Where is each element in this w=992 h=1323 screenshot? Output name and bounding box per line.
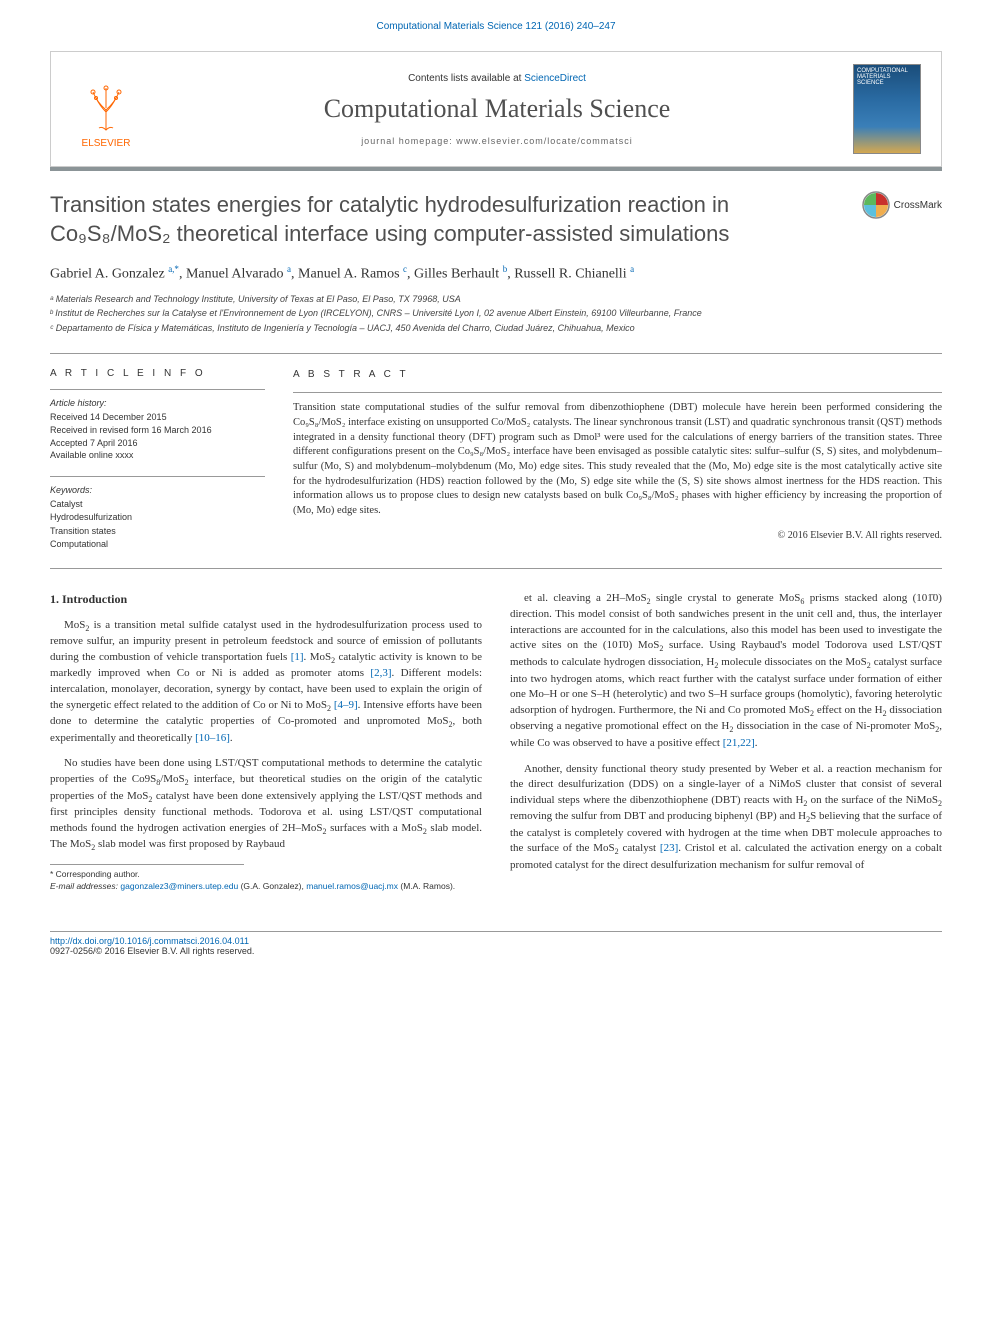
crossmark-badge[interactable]: CrossMark <box>862 191 942 219</box>
header-divider <box>50 167 942 171</box>
keyword: Computational <box>50 538 265 552</box>
keyword: Catalyst <box>50 498 265 512</box>
body-columns: 1. Introduction MoS2 is a transition met… <box>50 591 942 893</box>
journal-cover-thumbnail: COMPUTATIONAL MATERIALS SCIENCE <box>853 64 921 154</box>
footer-line: http://dx.doi.org/10.1016/j.commatsci.20… <box>0 932 992 976</box>
citation-link[interactable]: [10–16] <box>195 732 230 744</box>
info-abstract-row: A R T I C L E I N F O Article history: R… <box>50 368 942 551</box>
authors-line: Gabriel A. Gonzalez a,*, Manuel Alvarado… <box>50 264 942 283</box>
contents-line: Contents lists available at ScienceDirec… <box>141 73 853 84</box>
email-link[interactable]: manuel.ramos@uacj.mx <box>306 881 398 891</box>
body-paragraph: Another, density functional theory study… <box>510 762 942 874</box>
elsevier-logo: ELSEVIER <box>71 69 141 149</box>
citation-link[interactable]: [23] <box>660 842 678 854</box>
email-link[interactable]: gagonzalez3@miners.utep.edu <box>120 881 238 891</box>
affiliation-line: ᵃ Materials Research and Technology Inst… <box>50 293 942 307</box>
article-info-column: A R T I C L E I N F O Article history: R… <box>50 368 265 551</box>
citation-link[interactable]: [4–9] <box>334 699 358 711</box>
thin-rule-top <box>50 353 942 354</box>
keyword: Transition states <box>50 525 265 539</box>
journal-homepage: journal homepage: www.elsevier.com/locat… <box>141 136 853 146</box>
article-area: Transition states energies for catalytic… <box>0 191 992 923</box>
history-line: Received in revised form 16 March 2016 <box>50 424 265 437</box>
article-info-heading: A R T I C L E I N F O <box>50 368 265 379</box>
keyword-lines: CatalystHydrodesulfurizationTransition s… <box>50 498 265 552</box>
crossmark-icon <box>862 191 890 219</box>
history-line: Accepted 7 April 2016 <box>50 437 265 450</box>
affiliation-line: ᵇ Institut de Recherches sur la Catalyse… <box>50 307 942 321</box>
tree-icon <box>79 80 133 134</box>
citation-link[interactable]: [1] <box>291 651 304 663</box>
corresponding-author: * Corresponding author. <box>50 869 482 881</box>
page-header: Computational Materials Science 121 (201… <box>0 0 992 43</box>
keyword: Hydrodesulfurization <box>50 511 265 525</box>
issn-line: 0927-0256/© 2016 Elsevier B.V. All right… <box>50 946 254 956</box>
infobar-center: Contents lists available at ScienceDirec… <box>141 73 853 146</box>
affiliations: ᵃ Materials Research and Technology Inst… <box>50 293 942 336</box>
doi-link[interactable]: http://dx.doi.org/10.1016/j.commatsci.20… <box>50 936 249 946</box>
title-row: Transition states energies for catalytic… <box>50 191 942 248</box>
journal-reference: Computational Materials Science 121 (201… <box>376 21 615 32</box>
journal-info-bar: ELSEVIER Contents lists available at Sci… <box>50 51 942 167</box>
email-line: E-mail addresses: gagonzalez3@miners.ute… <box>50 881 482 893</box>
journal-name: Computational Materials Science <box>141 94 853 124</box>
abstract-heading: A B S T R A C T <box>293 368 942 382</box>
sciencedirect-link[interactable]: ScienceDirect <box>524 73 586 84</box>
body-paragraph: MoS2 is a transition metal sulfide catal… <box>50 618 482 747</box>
crossmark-label: CrossMark <box>894 200 942 211</box>
body-paragraph: No studies have been done using LST/QST … <box>50 756 482 853</box>
article-title: Transition states energies for catalytic… <box>50 191 862 248</box>
abstract-copyright: © 2016 Elsevier B.V. All rights reserved… <box>293 529 942 543</box>
affiliation-line: ᶜ Departamento de Física y Matemáticas, … <box>50 322 942 336</box>
body-rule <box>50 568 942 569</box>
history-line: Received 14 December 2015 <box>50 411 265 424</box>
abstract-column: A B S T R A C T Transition state computa… <box>293 368 942 551</box>
section-heading: 1. Introduction <box>50 591 482 608</box>
citation-link[interactable]: [21,22] <box>723 737 755 749</box>
citation-link[interactable]: [2,3] <box>370 667 391 679</box>
history-lines: Received 14 December 2015Received in rev… <box>50 411 265 461</box>
history-label: Article history: <box>50 398 265 408</box>
keywords-label: Keywords: <box>50 485 265 495</box>
elsevier-label: ELSEVIER <box>82 138 131 149</box>
history-line: Available online xxxx <box>50 449 265 462</box>
footnote-block: * Corresponding author. E-mail addresses… <box>50 864 482 893</box>
body-paragraph: et al. cleaving a 2H–MoS2 single crystal… <box>510 591 942 752</box>
abstract-text: Transition state computational studies o… <box>293 401 942 519</box>
